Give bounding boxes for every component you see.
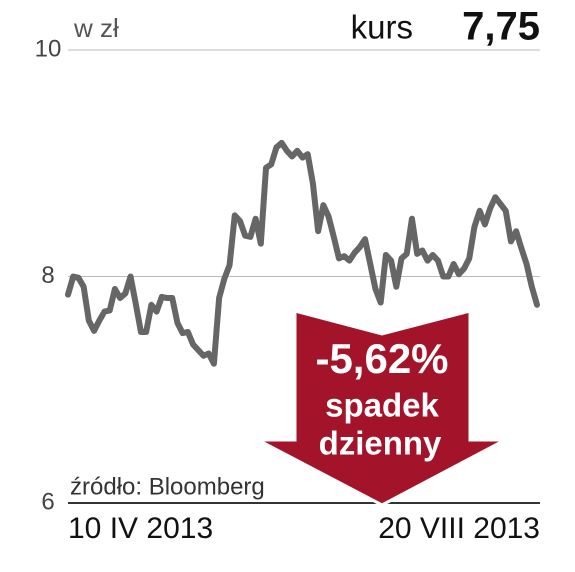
y-tick-label: 6	[41, 488, 54, 515]
y-tick-label: 10	[35, 35, 62, 62]
unit-label: w zł	[73, 13, 119, 43]
annotation-change: -5,62%	[315, 335, 448, 382]
plot-area: 6 8 10	[35, 35, 540, 515]
price-label: kurs	[351, 9, 413, 46]
price-line	[65, 139, 540, 367]
x-tick-label: 20 VIII 2013	[378, 512, 540, 545]
y-tick-label: 8	[41, 262, 54, 289]
x-tick-label: 10 IV 2013	[68, 512, 213, 545]
annotation-text: spadek	[325, 387, 439, 424]
annotation-text: dzienny	[319, 425, 442, 462]
price-value: 7,75	[462, 5, 540, 49]
source: źródło: Bloomberg	[70, 473, 265, 500]
annotation-arrow	[257, 309, 506, 507]
